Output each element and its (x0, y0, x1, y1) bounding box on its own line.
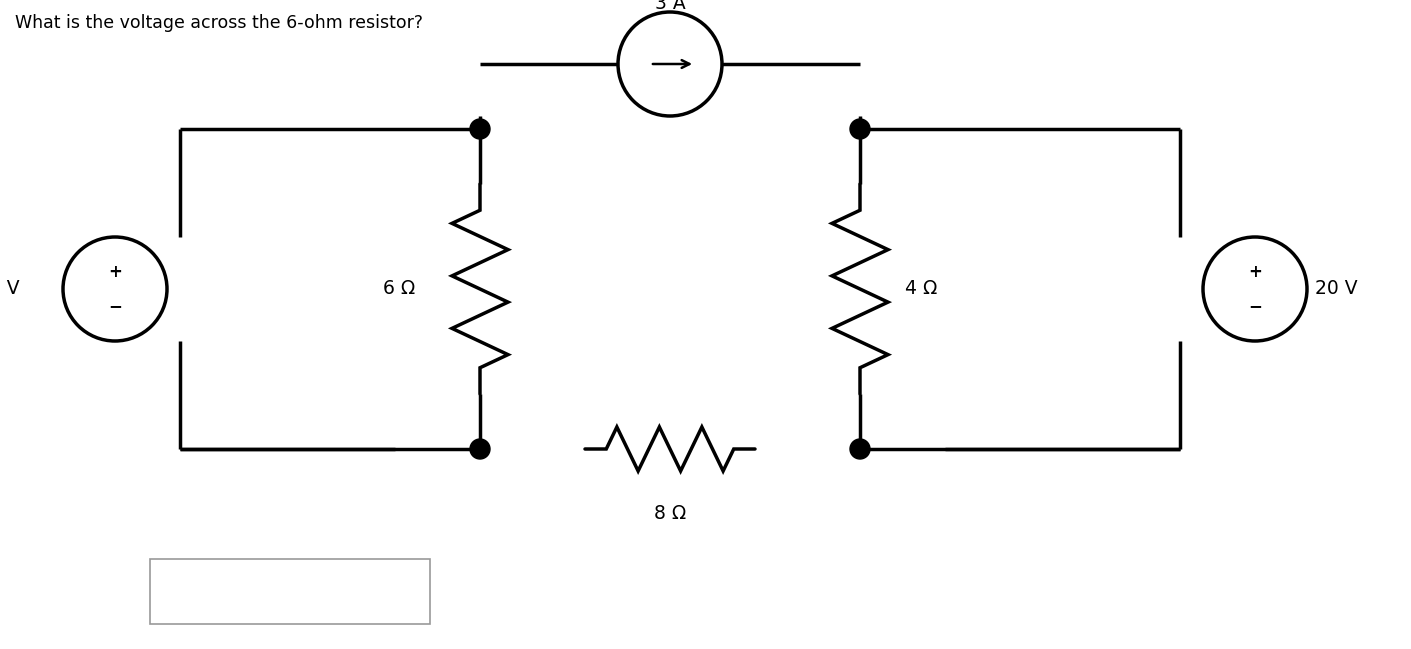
Circle shape (470, 439, 490, 459)
Text: +: + (1249, 263, 1261, 281)
Text: −: − (109, 297, 121, 315)
Circle shape (470, 119, 490, 139)
Text: 6 Ω: 6 Ω (382, 280, 415, 299)
Text: 20 V: 20 V (1315, 280, 1357, 299)
Text: 3 A: 3 A (655, 0, 686, 13)
Circle shape (849, 439, 871, 459)
Text: 12 V: 12 V (0, 280, 20, 299)
Text: What is the voltage across the 6-ohm resistor?: What is the voltage across the 6-ohm res… (16, 14, 423, 32)
Circle shape (849, 119, 871, 139)
Text: −: − (1249, 297, 1261, 315)
Text: +: + (109, 263, 121, 281)
Text: 4 Ω: 4 Ω (904, 280, 937, 299)
Text: 8 Ω: 8 Ω (653, 504, 686, 523)
Bar (150, 559, 430, 624)
